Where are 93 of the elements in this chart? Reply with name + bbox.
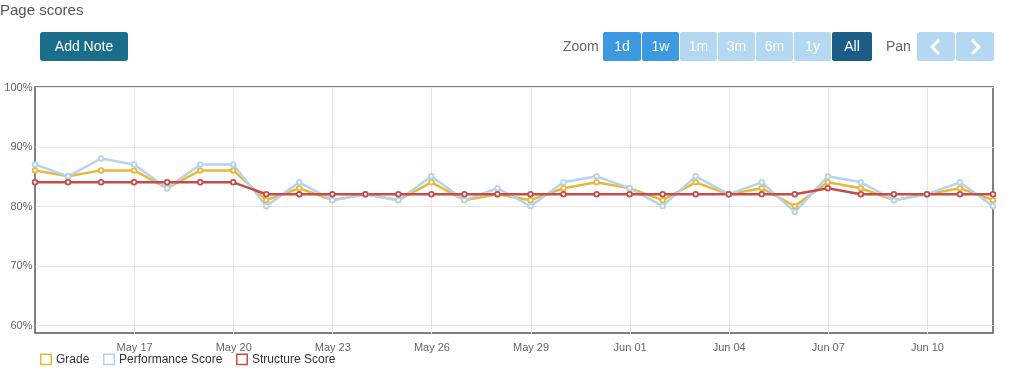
point — [163, 179, 171, 186]
point — [560, 185, 567, 192]
point — [824, 179, 832, 186]
point — [956, 179, 964, 186]
point — [461, 190, 468, 198]
x-tick-label: May 29 — [512, 340, 550, 353]
point — [758, 179, 765, 186]
text: 1m — [680, 32, 717, 61]
point — [31, 179, 39, 186]
legend-label: Structure Score — [252, 352, 336, 367]
x-tick-label: Jun 10 — [910, 340, 944, 353]
point — [428, 179, 435, 186]
point — [593, 179, 600, 186]
point — [31, 161, 39, 168]
point — [989, 190, 997, 198]
point — [626, 190, 633, 198]
y-tick-label: 100% — [4, 80, 33, 93]
point — [130, 167, 138, 174]
x-tick-label: May 23 — [314, 340, 351, 353]
point — [31, 167, 39, 174]
x-tick-label: Jun 04 — [712, 340, 746, 353]
point — [263, 202, 270, 210]
point — [494, 185, 501, 192]
point — [196, 161, 204, 168]
point — [229, 179, 237, 186]
point — [527, 202, 534, 210]
point — [263, 190, 270, 198]
text: 3m — [718, 32, 755, 61]
point — [857, 185, 865, 192]
point — [989, 196, 997, 204]
point — [593, 173, 600, 180]
point — [263, 196, 270, 204]
point — [296, 190, 303, 198]
point — [229, 167, 237, 174]
point — [857, 190, 865, 198]
point — [296, 179, 303, 186]
point — [956, 190, 964, 198]
point — [196, 167, 204, 174]
text: Pan — [886, 37, 912, 56]
legend-label: Performance Score — [119, 352, 223, 367]
point — [890, 190, 898, 198]
text: 1y — [794, 32, 831, 61]
point — [229, 161, 237, 168]
y-tick-label: 90% — [10, 140, 33, 153]
text: Zoom — [563, 37, 600, 56]
text: 6m — [756, 32, 793, 61]
chart-title: Page scores — [0, 1, 84, 18]
point — [329, 190, 336, 198]
point — [824, 173, 832, 180]
point — [824, 185, 832, 192]
text: 1w — [642, 32, 679, 61]
point — [791, 202, 799, 210]
point — [560, 190, 567, 198]
text: All — [832, 32, 872, 61]
point — [857, 179, 865, 186]
point — [196, 179, 204, 186]
x-tick-label: May 17 — [116, 340, 153, 353]
point — [692, 190, 699, 198]
point — [659, 196, 666, 204]
point — [64, 179, 72, 186]
point — [130, 161, 138, 168]
point — [428, 173, 435, 180]
point — [593, 190, 600, 198]
point — [659, 202, 666, 210]
point — [97, 155, 105, 162]
point — [791, 208, 799, 216]
point — [560, 179, 567, 186]
x-tick-label: Jun 01 — [613, 340, 647, 353]
point — [97, 179, 105, 186]
point — [692, 179, 699, 186]
point — [395, 190, 402, 198]
point — [989, 202, 997, 210]
text: 1d — [603, 32, 641, 61]
y-tick-label: 70% — [10, 259, 33, 272]
point — [791, 190, 799, 198]
x-tick-label: Jun 07 — [811, 340, 845, 353]
point — [527, 196, 534, 204]
text: Add Note — [40, 32, 128, 61]
point — [692, 173, 699, 180]
point — [527, 190, 534, 198]
point — [296, 185, 303, 192]
x-tick-label: May 20 — [215, 340, 252, 353]
legend-label: Grade — [56, 352, 90, 367]
point — [758, 190, 765, 198]
point — [659, 190, 666, 198]
x-tick-label: May 26 — [413, 340, 450, 353]
y-tick-label: 80% — [10, 199, 33, 212]
point — [428, 190, 435, 198]
point — [956, 185, 964, 192]
point — [758, 185, 765, 192]
y-tick-label: 60% — [10, 318, 33, 331]
point — [130, 179, 138, 186]
point — [97, 167, 105, 174]
